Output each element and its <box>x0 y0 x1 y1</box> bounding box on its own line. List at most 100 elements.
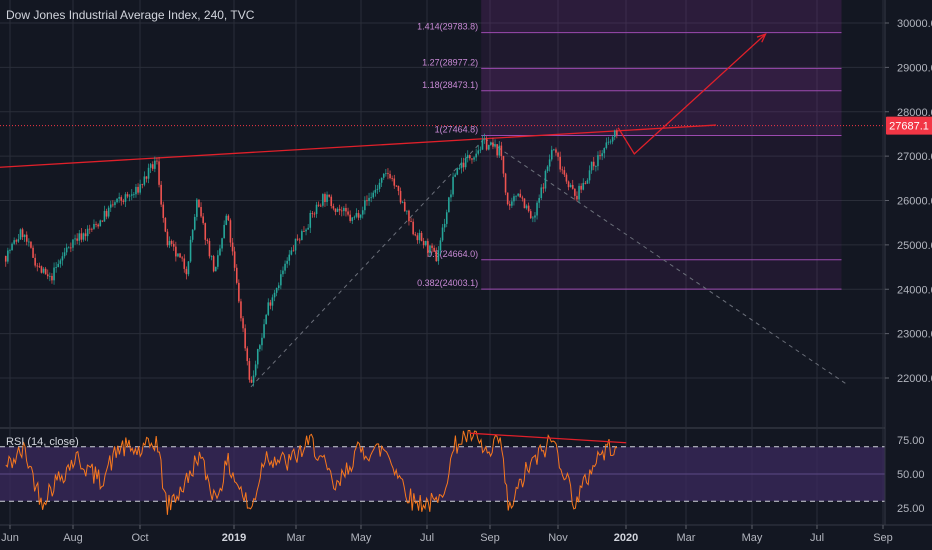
candle-body <box>44 268 47 275</box>
candle-body <box>202 216 204 224</box>
candle-body <box>269 302 272 306</box>
candle-body <box>569 184 572 188</box>
candle-body <box>603 147 606 154</box>
candle-body <box>357 213 360 218</box>
time-tick-label: 2020 <box>614 532 638 544</box>
candle-body <box>76 238 78 241</box>
candle-body <box>590 161 593 171</box>
fibonacci-extension[interactable]: 1.414(29783.8) 1.27(28977.2) 1.18(28473.1)… <box>417 0 842 290</box>
candle-body <box>34 257 36 266</box>
candle-body <box>595 166 597 167</box>
candle-body <box>555 149 557 153</box>
candle-body <box>485 138 488 150</box>
candle-body <box>36 265 39 267</box>
grid-lines <box>0 0 885 525</box>
price-tick-label: 29000.0 <box>897 62 932 74</box>
candle-body <box>481 139 484 150</box>
candle-body <box>370 197 372 199</box>
candle-body <box>527 205 530 212</box>
candle-body <box>416 235 419 241</box>
candle-body <box>420 232 423 241</box>
candle-body <box>540 187 543 199</box>
candle-body <box>414 234 417 236</box>
candle-body <box>292 250 295 252</box>
candle-body <box>477 150 480 154</box>
candle-body <box>53 267 55 281</box>
candle-body <box>189 239 192 262</box>
candle-body <box>240 301 242 319</box>
candle-body <box>511 201 513 206</box>
candle-body <box>464 157 467 168</box>
candle-body <box>366 200 368 202</box>
time-tick-label: Mar <box>287 532 306 544</box>
candle-body <box>103 210 106 222</box>
time-tick-label: Jul <box>420 532 434 544</box>
fib-level-label: 1.18(28473.1) <box>422 80 478 90</box>
price-tick-label: 28000.0 <box>897 107 932 119</box>
candle-body <box>61 256 64 261</box>
price-tick-label: 26000.0 <box>897 196 932 208</box>
candle-body <box>439 240 442 251</box>
candle-body <box>149 164 152 168</box>
current-price-badge[interactable] <box>886 116 932 135</box>
candle-body <box>529 211 532 219</box>
candle-body <box>401 202 404 203</box>
rsi-pane[interactable] <box>0 430 885 515</box>
candle-body <box>487 144 490 150</box>
candle-body <box>315 204 318 214</box>
candle-body <box>296 238 299 240</box>
candle-body <box>361 210 364 215</box>
rsi-line[interactable] <box>5 430 618 515</box>
candle-body <box>187 261 190 275</box>
candle-body <box>4 255 7 262</box>
resistance-trend-line[interactable] <box>0 124 717 168</box>
candle-body <box>273 292 276 298</box>
candle-body <box>523 198 526 209</box>
candle-body <box>492 142 494 147</box>
projection-path[interactable] <box>617 33 766 155</box>
candle-body <box>7 250 9 262</box>
candle-body <box>86 228 89 237</box>
candle-body <box>67 247 70 249</box>
candle-body <box>563 170 566 175</box>
candle-body <box>548 159 551 167</box>
time-tick-label: Aug <box>63 532 83 544</box>
candle-body <box>473 157 475 160</box>
candle-body <box>231 242 234 252</box>
candle-body <box>305 229 307 232</box>
candle-body <box>443 223 446 228</box>
candle-body <box>494 144 496 147</box>
candle-body <box>183 258 186 269</box>
candle-body <box>462 162 465 168</box>
dashed-diagonal-line[interactable] <box>250 138 486 388</box>
candle-body <box>88 228 91 230</box>
candlestick-series[interactable] <box>4 128 618 387</box>
candle-body <box>135 186 137 195</box>
candle-body <box>170 240 173 244</box>
candle-body <box>389 174 391 179</box>
candle-body <box>217 255 219 267</box>
candle-body <box>374 189 377 193</box>
candle-body <box>275 288 278 293</box>
candle-body <box>294 238 297 251</box>
candle-body <box>252 375 255 383</box>
candle-body <box>546 166 549 171</box>
candle-body <box>429 245 431 254</box>
candle-body <box>397 185 400 191</box>
candle-body <box>445 212 448 224</box>
rsi-divergence-line[interactable] <box>469 432 627 444</box>
candle-body <box>502 156 505 174</box>
candle-body <box>162 204 165 218</box>
candle-body <box>40 266 43 273</box>
candle-body <box>72 239 74 248</box>
candle-body <box>521 197 524 199</box>
candle-body <box>538 198 540 203</box>
candle-body <box>288 254 291 261</box>
fib-zone-band <box>481 135 842 260</box>
candle-body <box>597 155 599 167</box>
candle-body <box>265 314 267 325</box>
rsi-title: RSI (14, close) <box>6 436 79 448</box>
candle-body <box>99 220 102 227</box>
